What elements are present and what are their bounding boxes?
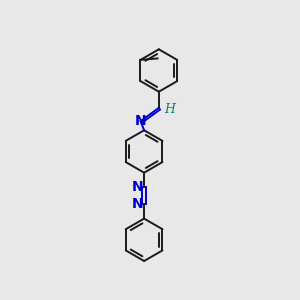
Text: N: N xyxy=(132,180,143,194)
Text: H: H xyxy=(164,103,175,116)
Text: N: N xyxy=(132,197,143,211)
Text: N: N xyxy=(135,114,146,128)
